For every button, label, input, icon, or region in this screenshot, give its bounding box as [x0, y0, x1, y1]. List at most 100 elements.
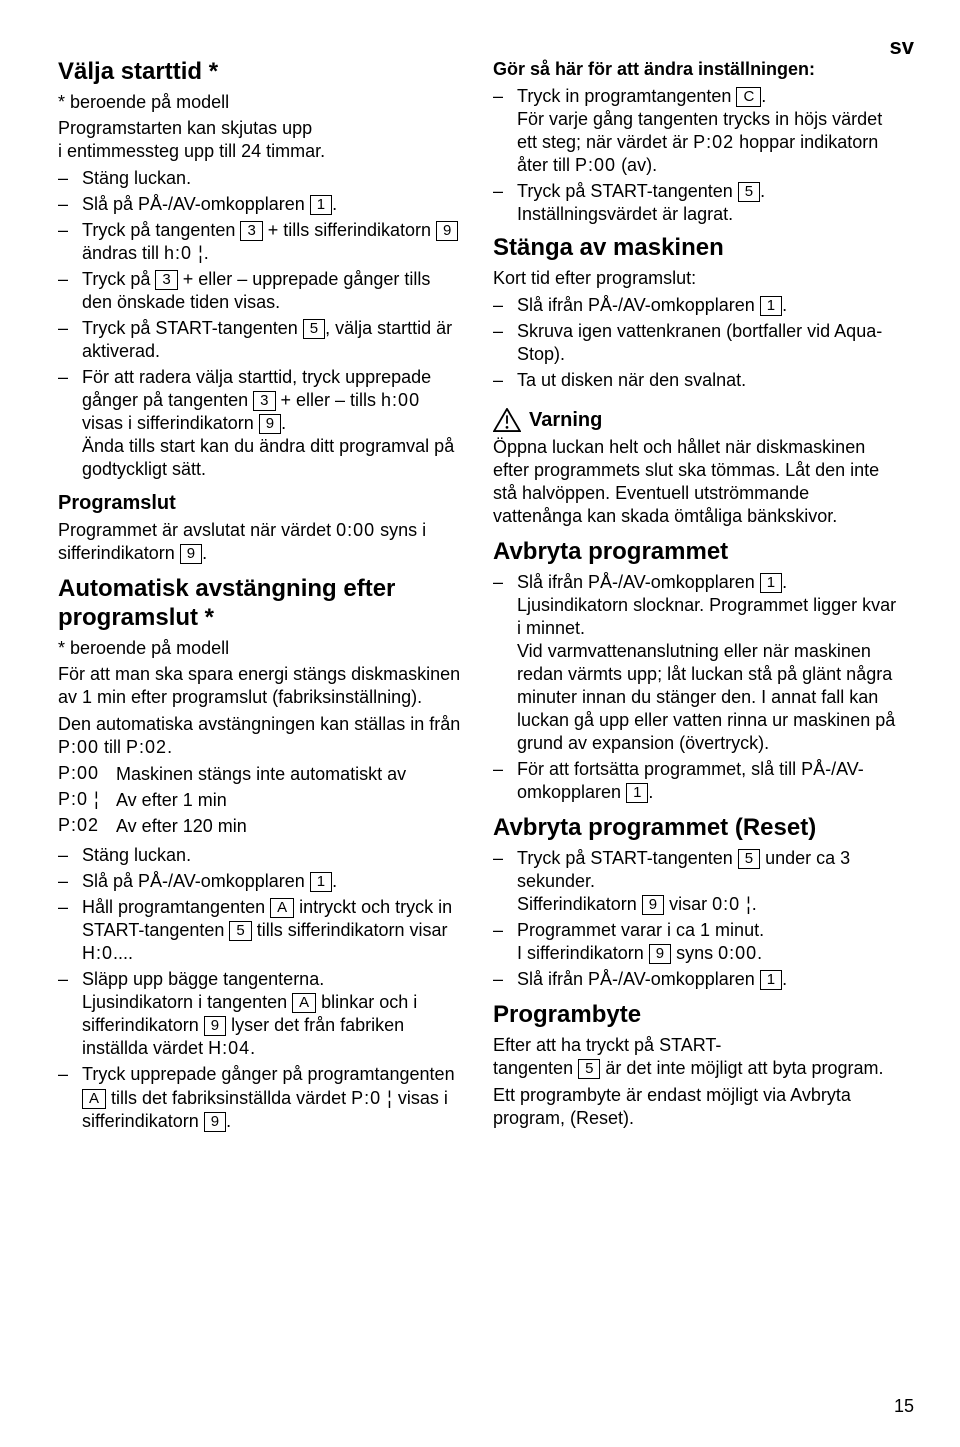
key-A: A [82, 1089, 106, 1109]
list-item: Tryck på 3 + eller – upprepade gånger ti… [58, 268, 463, 314]
key-9: 9 [180, 544, 202, 564]
list-item: Tryck upprepade gånger på programtangent… [58, 1063, 463, 1132]
code-row: P:0 ¦Av efter 1 min [58, 789, 463, 812]
list-item: Håll programtangenten A intryckt och try… [58, 896, 463, 965]
page-number: 15 [894, 1396, 914, 1417]
list-item: Tryck in programtangenten C.För varje gå… [493, 85, 898, 177]
columns: Välja starttid * * beroende på modell Pr… [58, 58, 914, 1139]
key-5: 5 [738, 182, 760, 202]
start-steps: Stäng luckan. Slå på PÅ-/AV-omkopplaren … [58, 167, 463, 481]
key-3: 3 [253, 391, 275, 411]
list-item: Tryck på START-tangenten 5.Inställningsv… [493, 180, 898, 226]
heading-program-switch: Programbyte [493, 1001, 898, 1030]
list-item: Slå på PÅ-/AV-omkopplaren 1. [58, 193, 463, 216]
reset-steps: Tryck på START-tangenten 5 under ca 3 se… [493, 847, 898, 991]
list-item: Tryck på START-tangenten 5, välja startt… [58, 317, 463, 363]
key-1: 1 [760, 573, 782, 593]
heading-abort: Avbryta programmet [493, 538, 898, 567]
seg-000: 0:00 [718, 943, 757, 963]
key-9: 9 [436, 221, 458, 241]
list-item: Slå ifrån PÅ-/AV-omkopplaren 1.Ljusindik… [493, 571, 898, 755]
key-9: 9 [259, 414, 281, 434]
key-1: 1 [626, 783, 648, 803]
start-intro: Programstarten kan skjutas uppi entimmes… [58, 117, 463, 163]
change-heading: Gör så här för att ändra inställningen: [493, 58, 898, 81]
key-1: 1 [310, 872, 332, 892]
auto-off-text: För att man ska spara energi stängs disk… [58, 663, 463, 709]
seg-p00: P:00 [575, 155, 616, 175]
list-item: För att radera välja starttid, tryck upp… [58, 366, 463, 481]
switch-text-2: Ett programbyte är endast möjligt via Av… [493, 1084, 898, 1130]
key-5: 5 [578, 1059, 600, 1079]
list-item: För att fortsätta programmet, slå till P… [493, 758, 898, 804]
key-9: 9 [204, 1112, 226, 1132]
code-row: P:00Maskinen stängs inte automatiskt av [58, 763, 463, 786]
code: P:02 [58, 815, 116, 836]
auto-off-steps: Stäng luckan. Slå på PÅ-/AV-omkopplaren … [58, 844, 463, 1132]
key-9: 9 [642, 895, 664, 915]
seg-p00: P:00 [58, 737, 99, 757]
key-A: A [292, 993, 316, 1013]
language-tag: sv [890, 34, 914, 60]
seg-001: 0:0 ¦ [712, 894, 752, 914]
code-row: P:02Av efter 120 min [58, 815, 463, 838]
list-item: Tryck på START-tangenten 5 under ca 3 se… [493, 847, 898, 916]
list-item: Stäng luckan. [58, 844, 463, 867]
warning-icon [493, 408, 521, 432]
seg-p02: P:02 [693, 132, 734, 152]
key-9: 9 [204, 1016, 226, 1036]
key-5: 5 [738, 849, 760, 869]
seg-000: 0:00 [336, 520, 375, 540]
key-1: 1 [760, 296, 782, 316]
list-item: Skruva igen vattenkranen (bortfaller vid… [493, 320, 898, 366]
list-item: Slå på PÅ-/AV-omkopplaren 1. [58, 870, 463, 893]
seg-h01: h:0 ¦ [164, 243, 204, 263]
change-steps: Tryck in programtangenten C.För varje gå… [493, 85, 898, 226]
list-item: Tryck på tangenten 3 + tills sifferindik… [58, 219, 463, 265]
heading-start-time: Välja starttid * [58, 58, 463, 87]
abort-steps: Slå ifrån PÅ-/AV-omkopplaren 1.Ljusindik… [493, 571, 898, 804]
key-A: A [270, 898, 294, 918]
seg-H0: H:0 [82, 943, 113, 963]
warning-title: Varning [529, 408, 602, 432]
key-3: 3 [155, 270, 177, 290]
model-note: * beroende på modell [58, 91, 463, 114]
right-column: Gör så här för att ändra inställningen: … [493, 58, 898, 1139]
key-1: 1 [760, 970, 782, 990]
seg-p02: P:02 [126, 737, 167, 757]
code-table: P:00Maskinen stängs inte automatiskt av … [58, 763, 463, 838]
list-item: Släpp upp bägge tangenterna.Ljusindikato… [58, 968, 463, 1060]
heading-program-end: Programslut [58, 491, 463, 515]
off-steps: Slå ifrån PÅ-/AV-omkopplaren 1. Skruva i… [493, 294, 898, 392]
warning-header: Varning [493, 408, 898, 432]
warning-text: Öppna luckan helt och hållet när diskmas… [493, 436, 898, 528]
heading-turn-off: Stänga av maskinen [493, 234, 898, 263]
model-note: * beroende på modell [58, 637, 463, 660]
off-intro: Kort tid efter programslut: [493, 267, 898, 290]
left-column: Välja starttid * * beroende på modell Pr… [58, 58, 463, 1139]
key-1: 1 [310, 195, 332, 215]
switch-text: Efter att ha tryckt på START-tangenten 5… [493, 1034, 898, 1080]
code-desc: Av efter 120 min [116, 815, 247, 838]
key-5: 5 [303, 319, 325, 339]
code: P:0 ¦ [58, 789, 116, 810]
program-end-text: Programmet är avslutat när värdet 0:00 s… [58, 519, 463, 565]
key-3: 3 [240, 221, 262, 241]
auto-off-range: Den automatiska avstängningen kan ställa… [58, 713, 463, 759]
seg-h00: h:00 [381, 390, 420, 410]
manual-page: sv Välja starttid * * beroende på modell… [0, 0, 960, 1447]
heading-auto-off: Automatisk avstängning efter programslut… [58, 575, 463, 633]
list-item: Slå ifrån PÅ-/AV-omkopplaren 1. [493, 294, 898, 317]
list-item: Ta ut disken när den svalnat. [493, 369, 898, 392]
list-item: Programmet varar i ca 1 minut.I sifferin… [493, 919, 898, 965]
key-9: 9 [649, 944, 671, 964]
code-desc: Av efter 1 min [116, 789, 227, 812]
code-desc: Maskinen stängs inte automatiskt av [116, 763, 406, 786]
heading-reset: Avbryta programmet (Reset) [493, 814, 898, 843]
code: P:00 [58, 763, 116, 784]
key-C: C [736, 87, 761, 107]
key-5: 5 [229, 921, 251, 941]
seg-H04: H:04 [208, 1038, 250, 1058]
seg-p01: P:0 ¦ [351, 1088, 393, 1108]
list-item: Stäng luckan. [58, 167, 463, 190]
